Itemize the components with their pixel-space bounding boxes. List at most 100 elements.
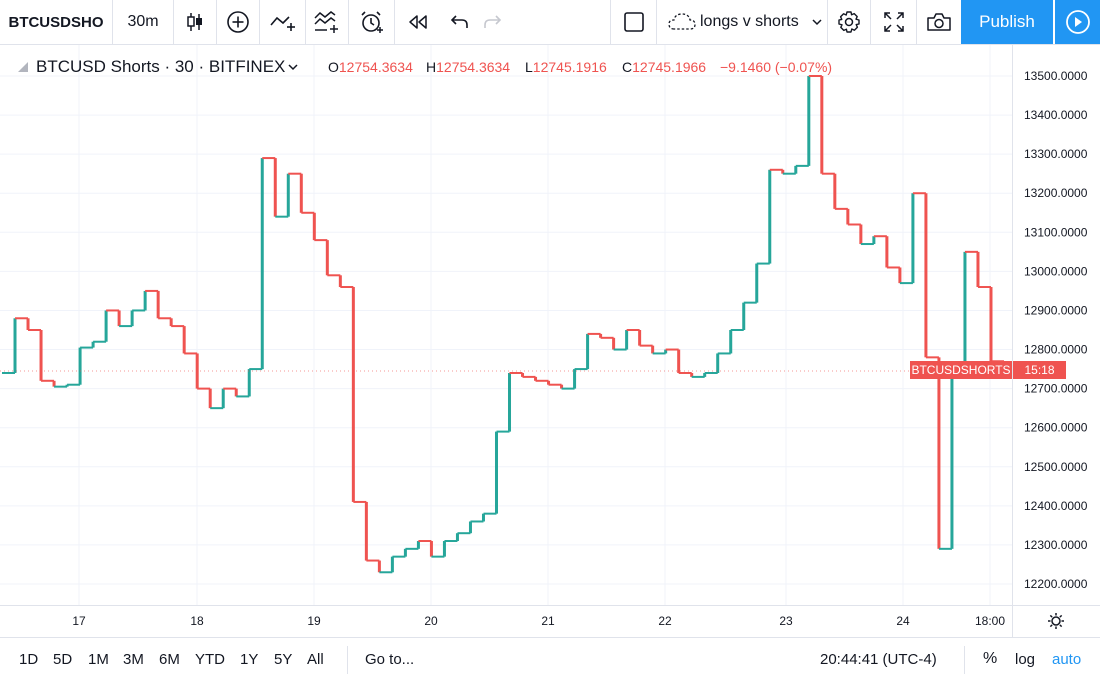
bar-countdown: 15:18 xyxy=(1013,361,1066,379)
timezone-clock[interactable]: 20:44:41 (UTC-4) xyxy=(820,651,937,668)
candle-body xyxy=(468,521,472,534)
compare-icon xyxy=(269,16,295,31)
close-label: C xyxy=(622,59,633,75)
series-title[interactable]: BTCUSD Shorts · 30 · BITFINEX xyxy=(36,57,286,76)
range-button-3m[interactable]: 3M xyxy=(123,651,144,668)
indicators-icon xyxy=(314,11,338,33)
candle-body xyxy=(872,236,876,245)
candle-body xyxy=(195,353,199,389)
low-label: L xyxy=(525,59,533,75)
price-axis-label: 12200.0000 xyxy=(1024,577,1088,591)
range-button-1m[interactable]: 1M xyxy=(88,651,109,668)
symbol-search-button[interactable]: BTCUSDSHO xyxy=(0,0,112,44)
percent-scale-toggle[interactable]: % xyxy=(983,650,998,667)
replay-button[interactable] xyxy=(395,0,440,44)
fullscreen-toggle[interactable] xyxy=(611,0,656,44)
range-button-5y[interactable]: 5Y xyxy=(274,651,293,668)
publish-button[interactable]: Publish xyxy=(961,0,1053,44)
range-button-5d[interactable]: 5D xyxy=(53,651,73,668)
candle-body xyxy=(143,290,147,311)
candle-body xyxy=(690,372,694,377)
price-axis-label: 13500.0000 xyxy=(1024,69,1088,83)
ohlc-low: L12745.1916 xyxy=(525,59,607,75)
play-button[interactable] xyxy=(1055,0,1100,44)
candle-body xyxy=(39,330,43,381)
candle-body xyxy=(260,158,264,370)
candle-body xyxy=(573,369,577,389)
collapse-legend-icon[interactable] xyxy=(16,60,30,74)
range-button-6m[interactable]: 6M xyxy=(159,651,180,668)
maximize-button[interactable] xyxy=(871,0,916,44)
price-axis-label: 12700.0000 xyxy=(1024,382,1088,396)
time-axis-label: 21 xyxy=(541,614,555,628)
settings-icon xyxy=(838,11,860,33)
candle-body xyxy=(859,224,863,245)
snapshot-button[interactable] xyxy=(917,0,960,44)
candle-body xyxy=(768,169,772,264)
chevron-down-icon[interactable] xyxy=(288,63,298,71)
replay-icon xyxy=(408,15,427,29)
time-axis-label: 23 xyxy=(779,614,793,628)
candle-body xyxy=(377,560,381,573)
price-axis-label: 13100.0000 xyxy=(1024,225,1088,239)
close-value: 12745.1966 xyxy=(632,59,707,75)
range-button-ytd[interactable]: YTD xyxy=(195,651,225,668)
candle-body xyxy=(351,287,355,502)
time-axis-label: 24 xyxy=(896,614,910,628)
auto-scale-toggle[interactable]: auto xyxy=(1052,651,1082,668)
axis-settings-icon[interactable] xyxy=(1048,613,1064,629)
price-axis-label: 13000.0000 xyxy=(1024,264,1088,278)
time-axis-label: 17 xyxy=(72,614,86,628)
candle-body xyxy=(521,372,525,377)
candle-body xyxy=(130,310,134,327)
candle-body xyxy=(612,337,616,350)
candle-body xyxy=(494,431,498,514)
candle-body xyxy=(390,556,394,573)
goto-date-button[interactable]: Go to... xyxy=(365,651,415,668)
price-axis-label: 13300.0000 xyxy=(1024,147,1088,161)
candle-body xyxy=(794,165,798,174)
price-axis-label: 12500.0000 xyxy=(1024,460,1088,474)
price-chart[interactable]: 13500.0000 13400.0000 13300.0000 13200.0000… xyxy=(0,45,1100,637)
candle-body xyxy=(963,251,967,373)
range-button-all[interactable]: All xyxy=(307,651,324,668)
cloud-icon xyxy=(668,13,696,30)
low-value: 12745.1916 xyxy=(532,59,607,75)
candle-body xyxy=(586,333,590,370)
redo-button[interactable] xyxy=(476,0,508,44)
candle-body xyxy=(182,326,186,354)
candle-body xyxy=(560,384,564,389)
candle-body xyxy=(781,169,785,174)
candle-body xyxy=(924,193,928,358)
price-axis-label: 12800.0000 xyxy=(1024,343,1088,357)
range-button-1d[interactable]: 1D xyxy=(19,651,39,668)
candle-body xyxy=(169,318,173,327)
undo-button[interactable] xyxy=(442,0,478,44)
candle-body xyxy=(638,330,642,346)
candle-body xyxy=(52,380,56,387)
indicators-button[interactable] xyxy=(260,0,305,44)
layout-menu-button[interactable]: longs v shorts xyxy=(657,0,827,44)
time-axis-label: 20 xyxy=(424,614,438,628)
log-scale-toggle[interactable]: log xyxy=(1015,651,1036,668)
undo-icon xyxy=(450,15,468,28)
open-label: O xyxy=(328,59,339,75)
chart-type-button[interactable] xyxy=(174,0,216,44)
time-axis-label: 18:00 xyxy=(975,614,1005,628)
fullscreen-icon xyxy=(623,12,644,32)
candle-body xyxy=(989,287,993,362)
price-axis-label: 12600.0000 xyxy=(1024,421,1088,435)
candle-body xyxy=(742,302,746,330)
range-button-1y[interactable]: 1Y xyxy=(240,651,259,668)
candle-body xyxy=(677,349,681,373)
interval-button[interactable]: 30m xyxy=(113,0,173,44)
alert-button[interactable] xyxy=(349,0,394,44)
high-value: 12754.3634 xyxy=(436,59,511,75)
candle-body xyxy=(403,548,407,557)
settings-button[interactable] xyxy=(828,0,870,44)
candle-body xyxy=(104,310,108,342)
compare-button[interactable] xyxy=(217,0,259,44)
templates-button[interactable] xyxy=(306,0,348,44)
alert-icon xyxy=(360,11,383,33)
ohlc-open: O12754.3634 xyxy=(328,59,413,75)
